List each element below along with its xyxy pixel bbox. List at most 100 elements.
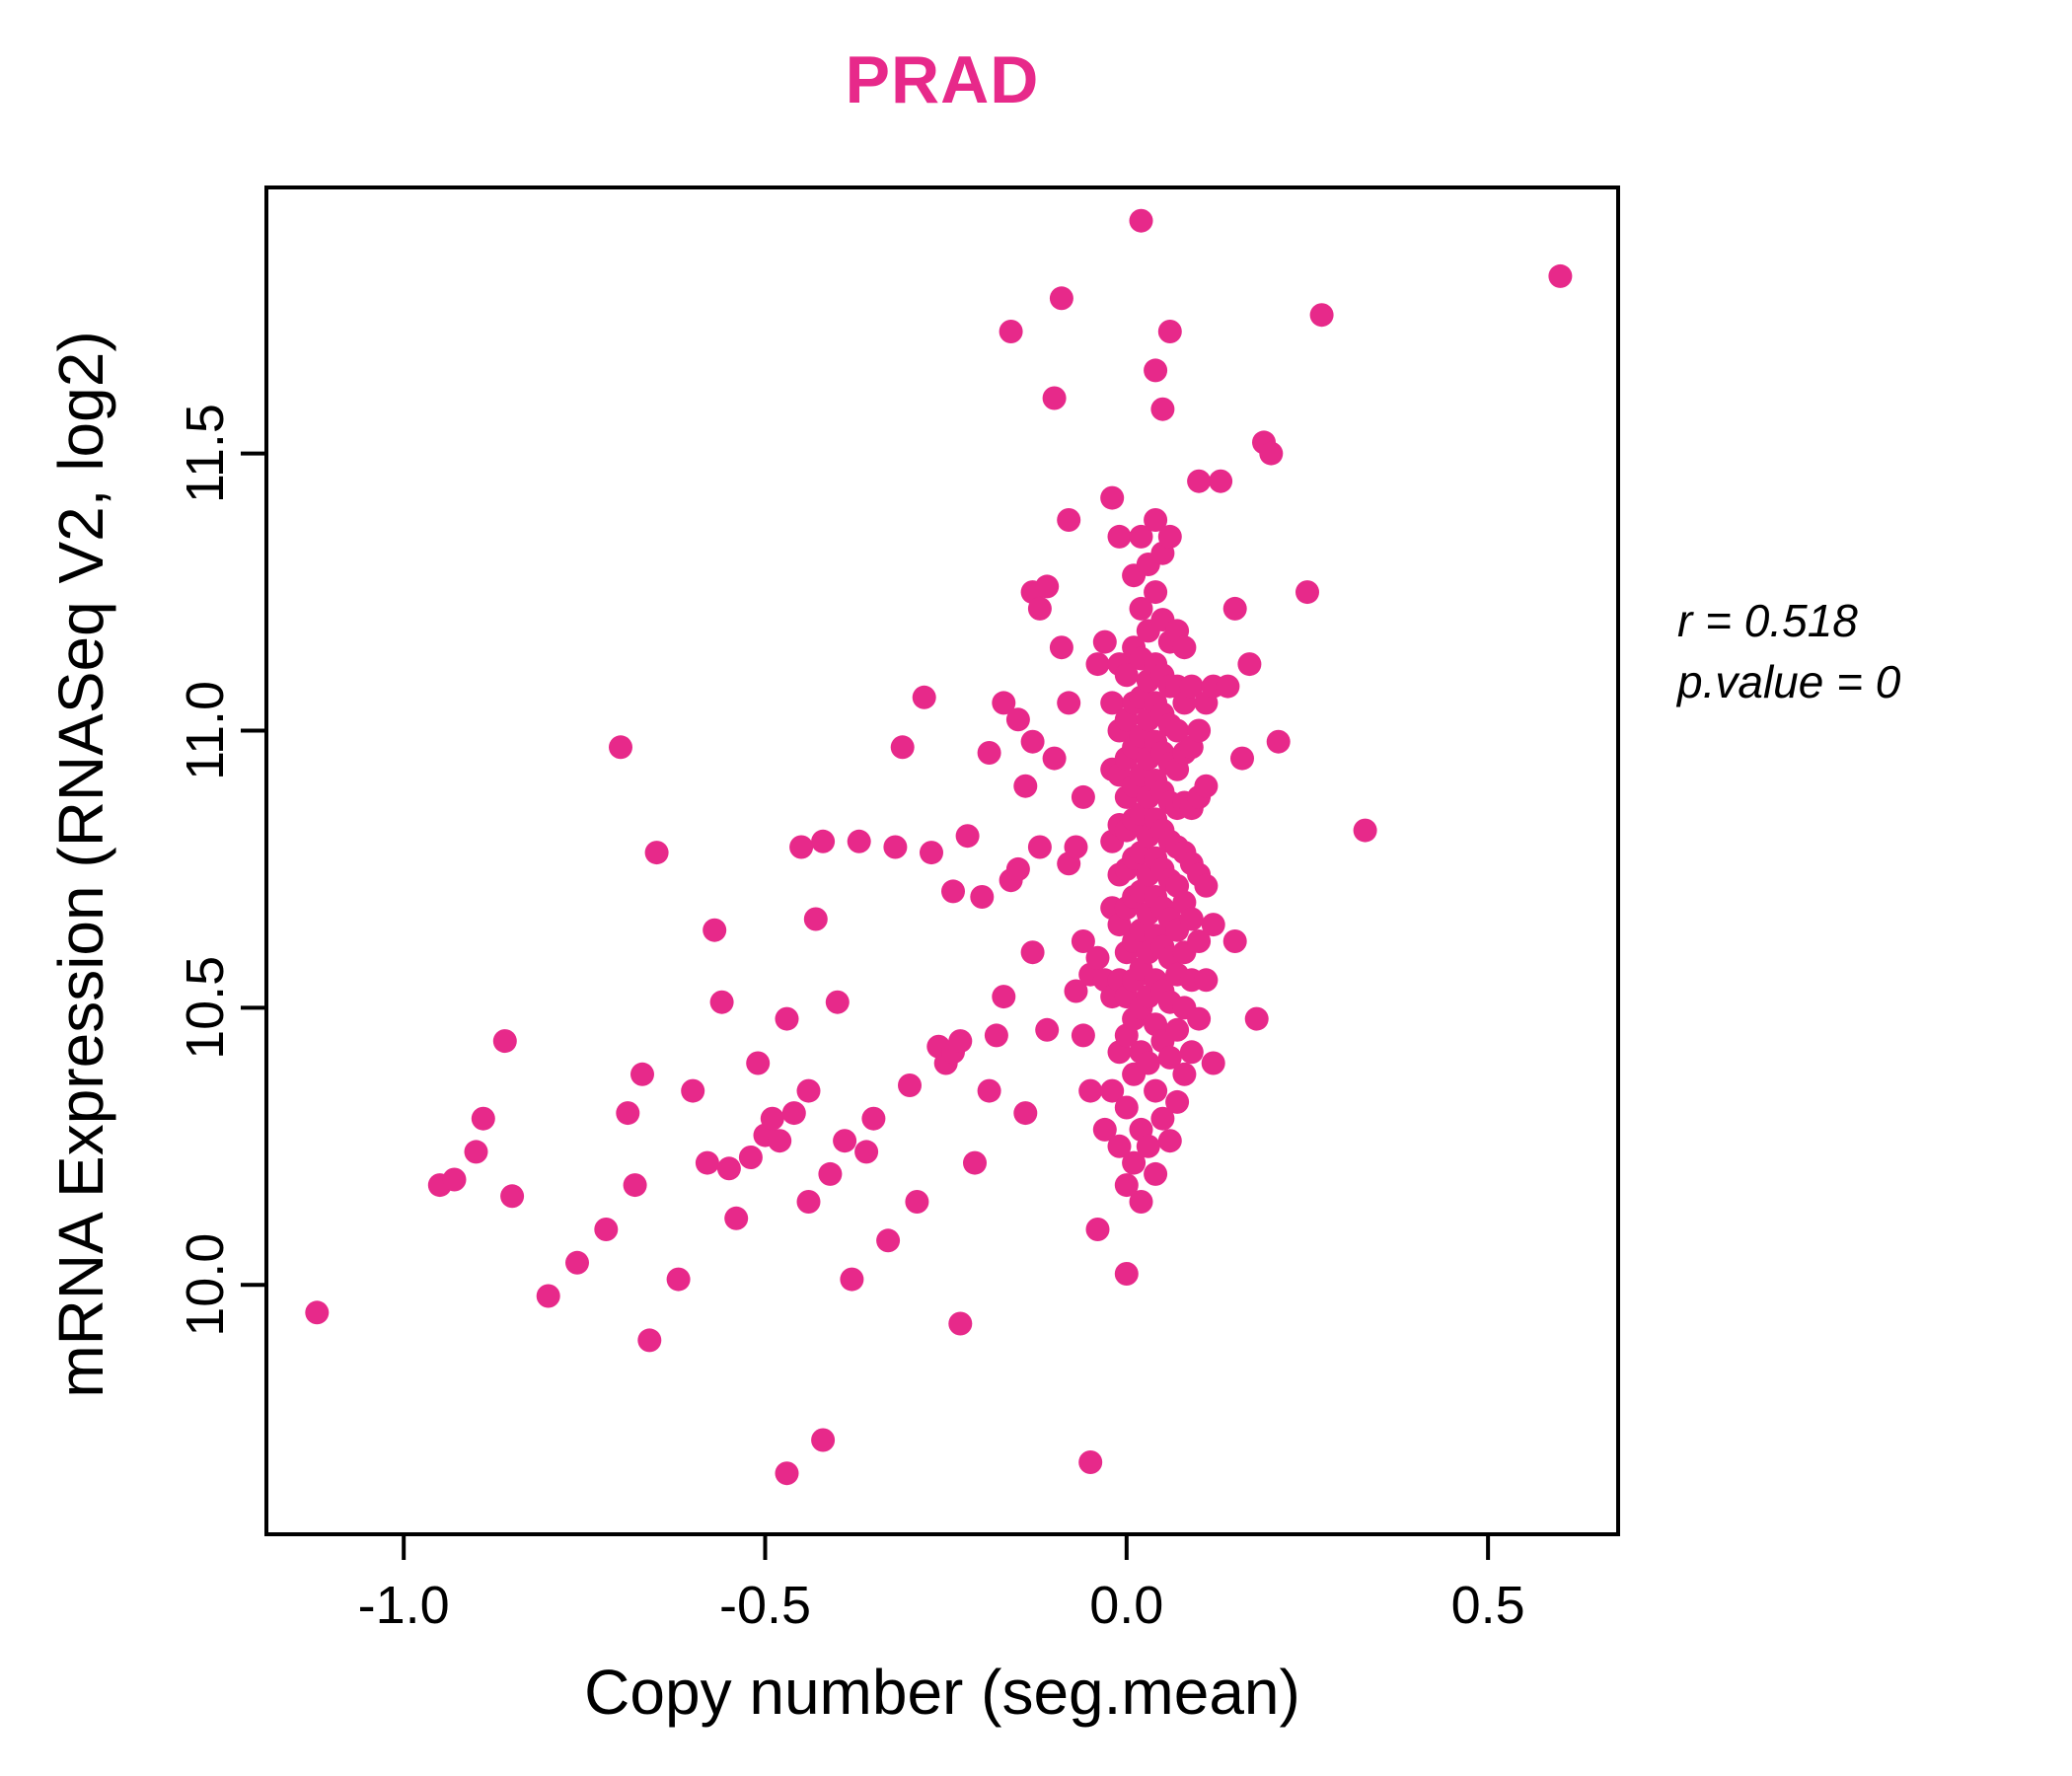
data-point	[1013, 774, 1038, 798]
data-point	[984, 1023, 1008, 1048]
data-point	[948, 1029, 973, 1054]
data-point	[471, 1106, 495, 1131]
data-point	[1144, 1161, 1168, 1186]
data-point	[681, 1078, 705, 1103]
data-point	[1027, 835, 1052, 859]
data-point	[1020, 729, 1045, 754]
data-point	[1107, 1134, 1132, 1158]
p-value-text: p.value = 0	[1677, 656, 1901, 708]
data-point	[825, 990, 850, 1014]
data-point	[876, 1228, 901, 1253]
data-point	[1078, 1078, 1103, 1103]
data-point	[1295, 580, 1319, 605]
data-point	[630, 1062, 654, 1086]
data-point	[1194, 873, 1219, 898]
data-point	[818, 1161, 843, 1186]
data-point	[1042, 746, 1067, 771]
data-point	[1129, 1190, 1153, 1214]
x-axis-label: Copy number (seg.mean)	[584, 1657, 1300, 1728]
data-point	[1005, 707, 1030, 732]
data-point	[1064, 835, 1088, 859]
data-point	[1092, 1117, 1117, 1142]
x-tick-label: -1.0	[358, 1576, 450, 1635]
data-point	[1013, 1101, 1038, 1126]
r-value-text: r = 0.518	[1677, 595, 1858, 646]
data-point	[1114, 663, 1139, 688]
data-point	[442, 1167, 467, 1192]
data-point	[1049, 286, 1073, 311]
data-point	[1194, 774, 1219, 798]
data-point	[1201, 913, 1225, 937]
data-point	[1216, 674, 1240, 699]
data-point	[854, 1140, 879, 1164]
data-point	[1165, 1089, 1190, 1114]
data-point	[305, 1300, 330, 1325]
x-tick-label: 0.0	[1089, 1576, 1163, 1635]
data-point	[695, 1150, 719, 1175]
data-point	[1100, 1078, 1125, 1103]
data-point	[796, 1078, 821, 1103]
data-point	[992, 985, 1016, 1009]
data-point	[1244, 1006, 1269, 1031]
data-point	[1064, 979, 1088, 1003]
data-point	[1172, 1062, 1197, 1086]
data-point	[920, 841, 943, 865]
data-point	[1078, 1450, 1103, 1474]
data-point	[992, 691, 1016, 715]
data-point	[1100, 485, 1125, 510]
data-point	[1092, 629, 1117, 654]
data-point	[963, 1150, 987, 1175]
data-point	[1222, 596, 1247, 621]
data-point	[1157, 524, 1182, 549]
data-point	[1179, 674, 1204, 699]
data-point	[609, 735, 632, 760]
data-point	[1179, 1040, 1204, 1065]
data-point	[1129, 596, 1153, 621]
data-point	[941, 879, 965, 904]
data-point	[1187, 1006, 1212, 1031]
data-point	[796, 1190, 821, 1214]
data-point	[1150, 1106, 1175, 1131]
data-point	[1005, 856, 1030, 881]
data-point	[1071, 784, 1095, 809]
data-point	[775, 1461, 799, 1486]
data-point	[1309, 303, 1334, 328]
data-point	[1020, 940, 1045, 965]
y-tick-label: 11.0	[176, 681, 235, 780]
data-point	[1107, 524, 1132, 549]
data-point	[1165, 1017, 1190, 1042]
data-point	[781, 1101, 806, 1126]
data-point	[1057, 508, 1081, 532]
data-point	[594, 1218, 619, 1241]
data-point	[616, 1101, 640, 1126]
data-point	[565, 1250, 589, 1275]
x-tick-label: 0.5	[1451, 1576, 1525, 1635]
data-point	[1548, 263, 1573, 288]
data-point	[1085, 945, 1110, 970]
data-point	[760, 1106, 784, 1131]
data-point	[536, 1284, 560, 1308]
data-point	[948, 1311, 973, 1336]
data-point	[840, 1267, 864, 1292]
data-point	[1035, 574, 1060, 599]
chart-title: PRAD	[845, 42, 1040, 117]
data-point	[492, 1029, 517, 1054]
data-point	[1144, 580, 1168, 605]
data-point	[464, 1140, 488, 1164]
data-point	[1057, 691, 1081, 715]
y-tick-label: 11.5	[176, 404, 235, 503]
data-point	[1150, 397, 1175, 421]
data-point	[1187, 469, 1212, 493]
data-point	[999, 320, 1023, 343]
x-tick-label: -0.5	[719, 1576, 811, 1635]
data-point	[789, 835, 814, 859]
data-point	[1071, 1023, 1095, 1048]
data-point	[775, 1006, 799, 1031]
data-point	[1042, 386, 1067, 410]
data-point	[898, 1073, 922, 1097]
data-point	[768, 1129, 792, 1153]
data-point	[803, 907, 828, 931]
data-point	[644, 841, 669, 865]
data-point	[890, 735, 915, 760]
data-point	[1136, 1051, 1160, 1075]
